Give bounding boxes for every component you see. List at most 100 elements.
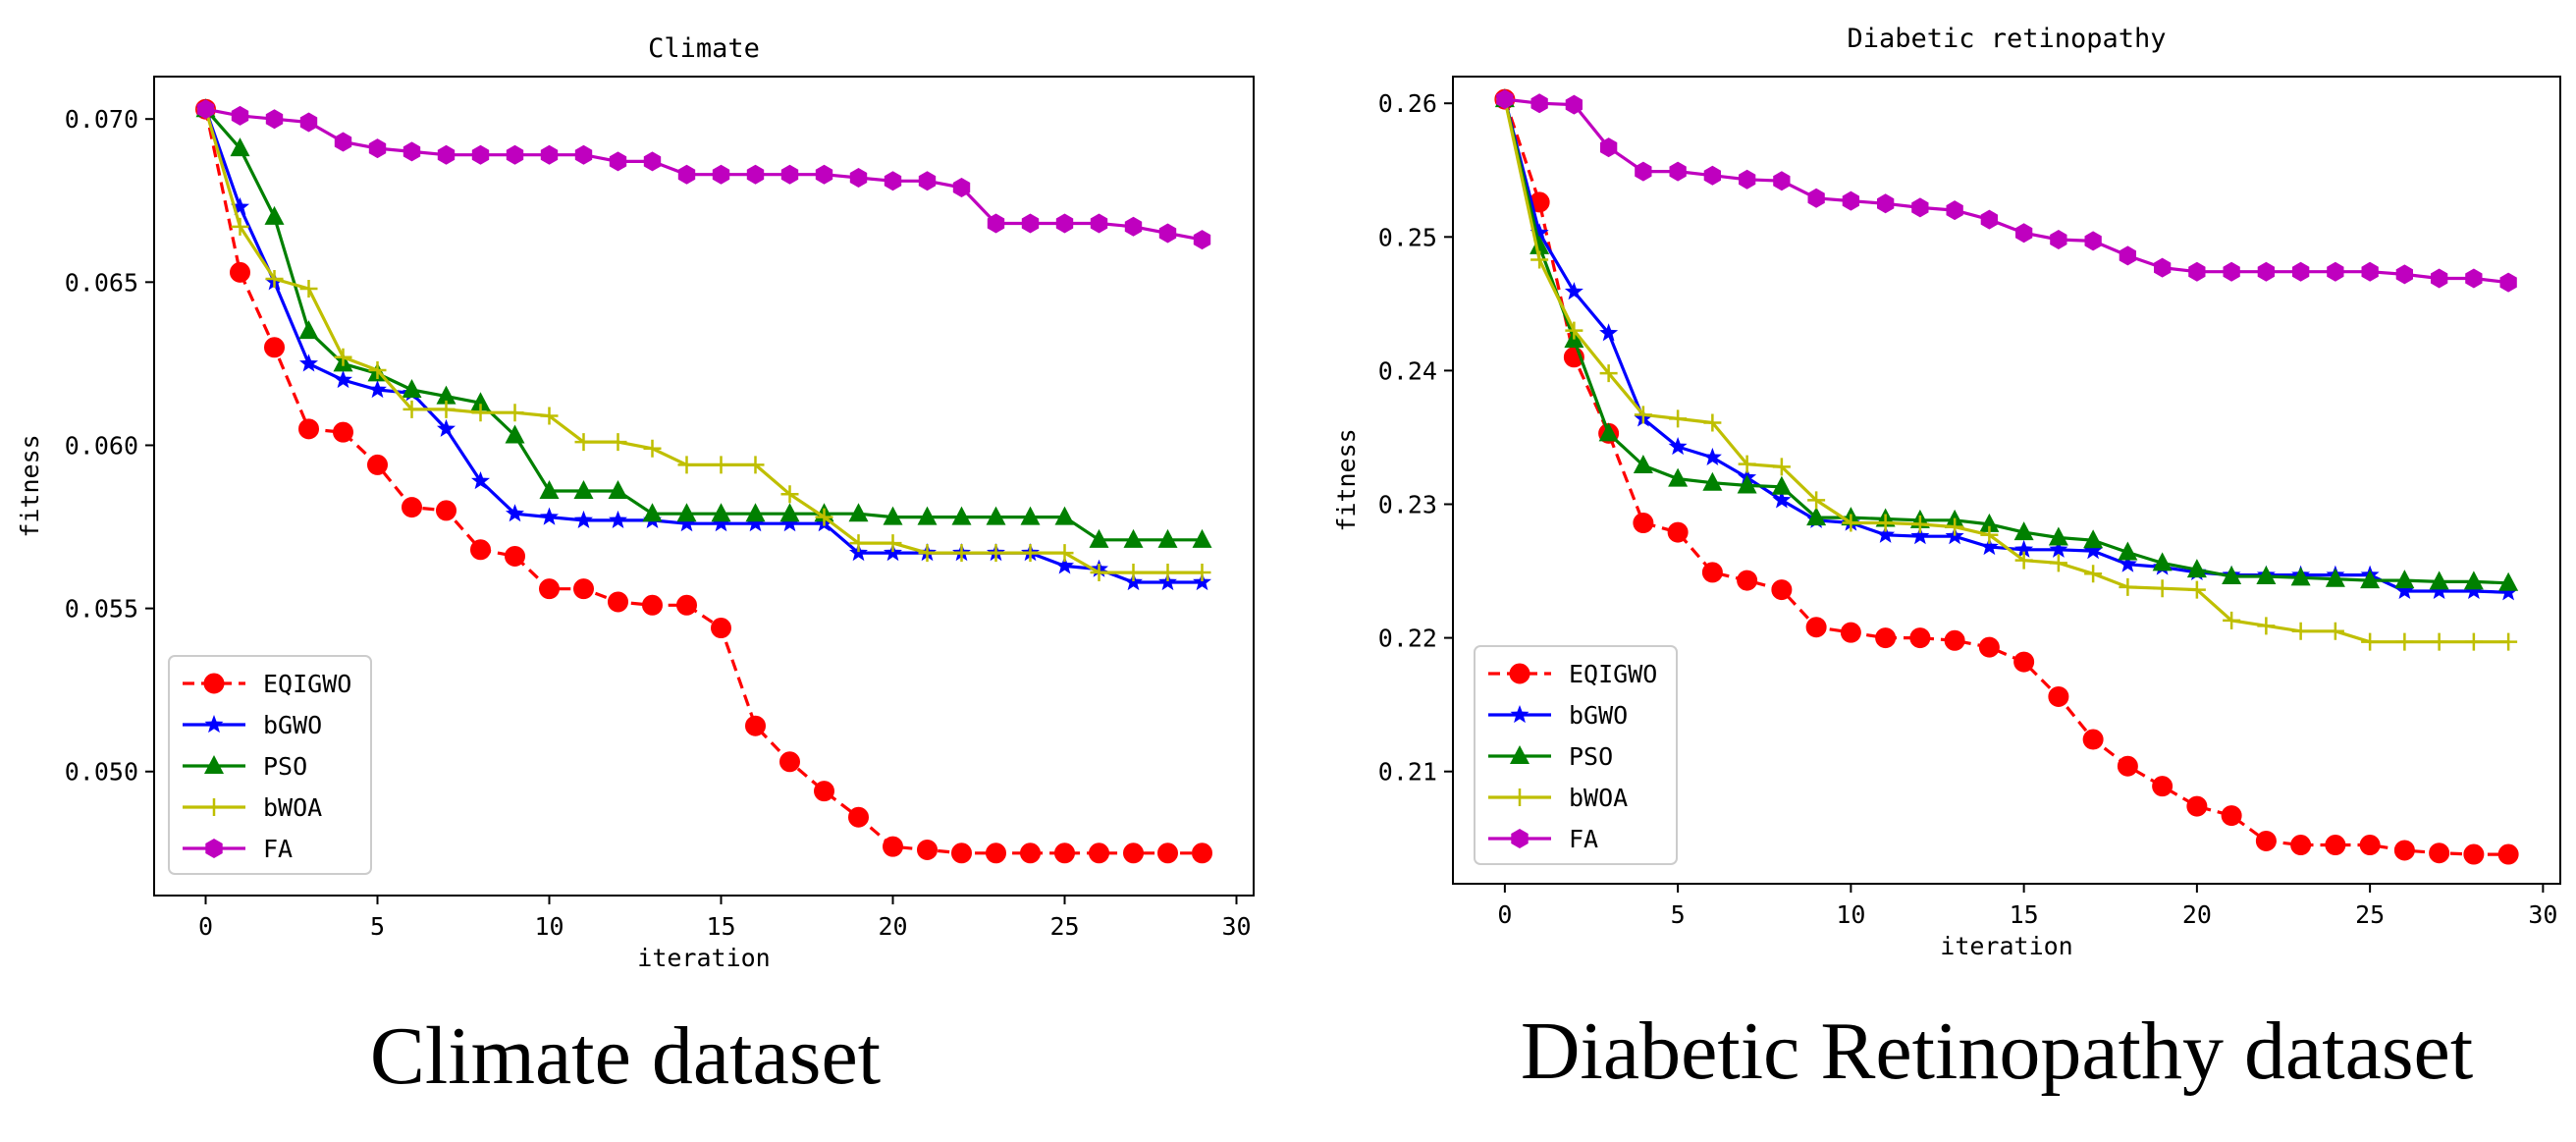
data-point xyxy=(712,164,730,185)
data-point xyxy=(471,471,490,490)
x-tick-label: 0 xyxy=(198,912,213,941)
data-point xyxy=(1530,250,1549,269)
data-point xyxy=(1702,447,1722,465)
legend-box xyxy=(168,655,372,875)
data-point xyxy=(2463,843,2485,865)
data-point xyxy=(299,279,318,298)
legend: EQIGWO bGWO PSO bWOA FA xyxy=(168,655,372,875)
data-point xyxy=(1635,161,1652,182)
data-point xyxy=(470,539,491,561)
data-point xyxy=(2015,223,2033,244)
data-point xyxy=(2118,554,2137,572)
data-point xyxy=(2429,571,2449,590)
legend-marker xyxy=(1511,789,1529,806)
data-point xyxy=(1192,843,1212,864)
x-tick-label: 15 xyxy=(2010,900,2039,929)
data-point xyxy=(2395,632,2414,651)
data-point xyxy=(334,348,352,366)
data-point xyxy=(1124,216,1143,237)
data-point xyxy=(2292,261,2310,282)
data-point xyxy=(471,404,490,422)
data-point xyxy=(2187,580,2206,599)
data-point xyxy=(1807,188,1825,208)
data-point xyxy=(1055,556,1074,574)
data-point xyxy=(2463,571,2484,590)
legend-marker xyxy=(1511,829,1529,848)
chart-title: Diabetic retinopathy xyxy=(1847,24,2166,54)
data-point xyxy=(2222,565,2242,584)
series-line xyxy=(204,108,1203,542)
chart-title: Climate xyxy=(648,33,760,64)
data-point xyxy=(231,217,249,236)
data-point xyxy=(1805,617,1827,638)
data-point xyxy=(608,479,628,499)
data-point xyxy=(2048,526,2068,546)
data-point xyxy=(506,504,524,522)
data-point xyxy=(745,715,766,736)
data-point xyxy=(2188,261,2206,282)
data-point xyxy=(2464,581,2484,599)
data-point xyxy=(1979,513,2000,532)
data-point xyxy=(2359,835,2381,856)
data-point xyxy=(2050,230,2067,249)
data-point xyxy=(884,543,902,562)
data-point xyxy=(1089,843,1109,864)
data-point xyxy=(2152,776,2174,797)
data-point xyxy=(987,213,1005,234)
data-point xyxy=(2118,541,2138,561)
data-point xyxy=(1123,528,1144,548)
data-point xyxy=(711,503,731,522)
legend-marker xyxy=(204,715,224,734)
data-point xyxy=(848,806,869,828)
data-point xyxy=(746,456,765,474)
data-point xyxy=(573,479,594,499)
data-point xyxy=(1910,515,1929,533)
y-tick-label: 0.26 xyxy=(1378,89,1437,118)
legend-marker xyxy=(1510,745,1530,764)
data-point xyxy=(1123,843,1144,864)
data-point xyxy=(1530,235,1550,254)
data-point xyxy=(2360,570,2381,589)
legend-marker xyxy=(1510,705,1530,724)
y-axis-label: fitness xyxy=(1332,428,1361,531)
y-tick-label: 0.065 xyxy=(65,268,138,297)
data-point xyxy=(746,514,765,532)
legend-entry: PSO xyxy=(183,752,307,781)
data-point xyxy=(2326,622,2344,640)
data-point xyxy=(1598,422,1619,442)
data-point xyxy=(1669,161,1687,182)
data-point xyxy=(2464,632,2483,651)
data-point xyxy=(540,507,559,525)
data-point xyxy=(1980,209,1998,230)
data-point xyxy=(1599,364,1618,383)
data-point xyxy=(2153,579,2172,598)
data-point xyxy=(1193,230,1211,250)
series-line xyxy=(205,107,1203,242)
data-point xyxy=(1702,471,1723,491)
data-point xyxy=(643,439,662,458)
data-point xyxy=(2395,264,2413,285)
legend-label: bWOA xyxy=(263,793,322,822)
data-point xyxy=(642,503,663,522)
data-point xyxy=(1946,517,1964,536)
data-point xyxy=(299,112,318,133)
data-point xyxy=(1877,193,1895,214)
data-point xyxy=(437,418,456,437)
data-point xyxy=(196,99,215,120)
data-point xyxy=(265,109,284,130)
legend-label: FA xyxy=(263,835,293,863)
data-point xyxy=(1979,537,1999,556)
y-tick-label: 0.21 xyxy=(1378,758,1437,787)
legend-entry: EQIGWO xyxy=(183,670,351,698)
x-tick-label: 0 xyxy=(1497,900,1512,929)
data-point xyxy=(1806,507,1827,526)
data-point xyxy=(2014,551,2033,570)
data-point xyxy=(643,151,662,172)
legend-entry: bGWO xyxy=(183,711,322,739)
data-point xyxy=(1807,491,1826,510)
legend-marker xyxy=(205,839,223,858)
data-point xyxy=(574,510,593,528)
data-point xyxy=(1737,570,1758,591)
data-point xyxy=(2499,632,2518,651)
data-point xyxy=(231,105,249,126)
